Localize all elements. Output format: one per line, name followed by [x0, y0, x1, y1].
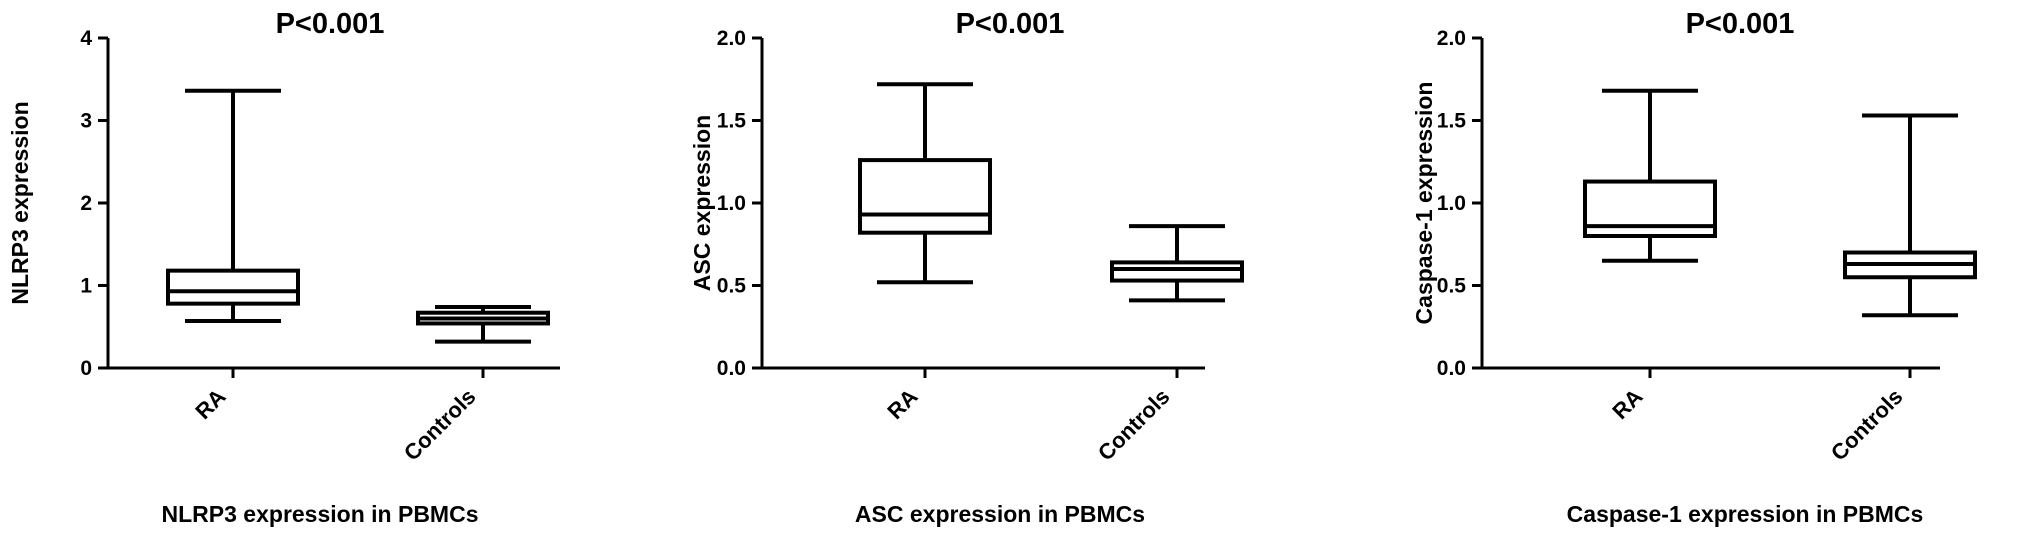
box-controls: [1110, 224, 1244, 303]
chart-title: P<0.001: [956, 8, 1065, 40]
y-tick-label: 0: [80, 357, 92, 380]
y-axis-label: NLRP3 expression: [7, 101, 33, 304]
x-category-label: RA: [1607, 384, 1647, 424]
x-category-label: RA: [882, 384, 922, 424]
y-axis-label: Caspase-1 expression: [1411, 82, 1437, 325]
chart-panel-1: 0 1 2 3 4 RA Controls P<0.001 NLRP3 expression NL…: [7, 8, 560, 527]
x-category-label: Controls: [1093, 384, 1175, 466]
y-tick-label: 1.5: [1437, 110, 1467, 133]
box-iqr: [1110, 260, 1244, 283]
chart-panel-2: 0.0 0.5 1.0 1.5 2.0 RA Controls P<0.001 ASC expr…: [689, 8, 1244, 527]
box-ra: [166, 88, 300, 323]
x-category-label: Controls: [399, 384, 481, 466]
y-tick-label: 0.5: [717, 275, 747, 298]
y-tick-label: 3: [80, 110, 92, 133]
box-controls: [416, 304, 550, 344]
y-tick-label: 2.0: [1437, 27, 1466, 50]
y-tick-label: 0.0: [717, 357, 746, 380]
chart-title: P<0.001: [276, 8, 385, 40]
y-tick-label: 2: [80, 192, 92, 215]
y-tick-label: 1.0: [1437, 192, 1466, 215]
y-tick-label: 0.5: [1437, 275, 1467, 298]
y-axis-label: ASC expression: [689, 115, 715, 291]
box-ra: [858, 82, 992, 285]
x-axis-label: NLRP3 expression in PBMCs: [162, 501, 479, 527]
box-controls: [1843, 113, 1977, 318]
y-tick-label: 1: [80, 275, 92, 298]
x-category-label: Controls: [1826, 384, 1908, 466]
y-tick-label: 4: [80, 27, 92, 50]
box-iqr: [166, 268, 300, 306]
x-category-label: RA: [190, 384, 230, 424]
box-iqr: [858, 158, 992, 235]
chart-panel-3: 0.0 0.5 1.0 1.5 2.0 RA Controls P<0.001 Caspase-…: [1411, 8, 1977, 527]
x-axis-label: ASC expression in PBMCs: [855, 501, 1145, 527]
x-axis-label: Caspase-1 expression in PBMCs: [1567, 501, 1924, 527]
chart-title: P<0.001: [1686, 8, 1795, 40]
y-tick-label: 2.0: [717, 27, 746, 50]
box-ra: [1583, 88, 1717, 263]
y-tick-label: 1.5: [717, 110, 747, 133]
y-tick-label: 0.0: [1437, 357, 1466, 380]
y-tick-label: 1.0: [717, 192, 746, 215]
